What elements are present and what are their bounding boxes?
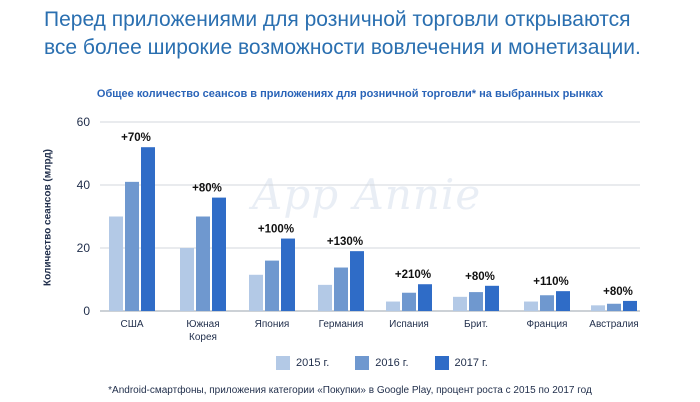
- legend-label-2017: 2017 г.: [454, 357, 488, 369]
- bar: [556, 291, 570, 311]
- x-tick-label: Австралия: [589, 319, 638, 330]
- bar: [109, 216, 123, 311]
- bar: [469, 292, 483, 311]
- bar: [418, 284, 432, 311]
- growth-label: +100%: [258, 224, 294, 236]
- x-tick-label: Корея: [189, 332, 217, 343]
- bar: [386, 301, 400, 311]
- legend: 2015 г. 2016 г. 2017 г.: [276, 356, 488, 370]
- legend-swatch-2017: [434, 356, 449, 370]
- x-tick-label: Южная: [186, 319, 219, 330]
- growth-label: +70%: [121, 132, 151, 144]
- x-tick-label: Испания: [389, 319, 429, 330]
- footnote: *Android-смартфоны, приложения категории…: [108, 385, 592, 396]
- bar: [318, 284, 332, 311]
- growth-label: +80%: [192, 183, 222, 195]
- bar: [281, 238, 295, 311]
- growth-label: +130%: [327, 236, 363, 248]
- legend-item-2017: 2017 г.: [434, 356, 488, 370]
- headline-line-1: Перед приложениями для розничной торговл…: [44, 8, 631, 31]
- watermark-logo: App Annie: [252, 170, 482, 219]
- bar: [180, 248, 194, 311]
- growth-label: +110%: [533, 276, 569, 288]
- growth-label: +80%: [603, 286, 633, 298]
- bar: [485, 285, 499, 311]
- legend-item-2016: 2016 г.: [355, 356, 409, 370]
- bar: [212, 197, 226, 311]
- bar: [334, 267, 348, 311]
- bar: [125, 181, 139, 311]
- bar: [453, 296, 467, 311]
- headline: Перед приложениями для розничной торговл…: [44, 6, 684, 62]
- legend-item-2015: 2015 г.: [276, 356, 329, 370]
- y-tick-label: 40: [77, 178, 91, 192]
- x-tick-label: Брит.: [464, 319, 488, 330]
- y-tick-label: 0: [83, 304, 90, 318]
- bar: [350, 251, 364, 311]
- growth-label: +80%: [465, 271, 495, 283]
- y-tick-label: 20: [77, 241, 91, 255]
- x-tick-label: США: [120, 319, 143, 330]
- bar: [591, 305, 605, 311]
- x-tick-label: Япония: [255, 319, 290, 330]
- bar: [524, 301, 538, 311]
- bar: [607, 303, 621, 311]
- headline-line-2: все более широкие возможности вовлечения…: [44, 36, 641, 59]
- bar: [249, 274, 263, 311]
- legend-label-2015: 2015 г.: [296, 357, 330, 369]
- x-tick-label: Франция: [527, 319, 568, 330]
- bar: [623, 300, 637, 311]
- bar: [265, 260, 279, 311]
- bar: [196, 216, 210, 311]
- bar: [402, 292, 416, 311]
- legend-swatch-2015: [276, 356, 290, 370]
- growth-label: +210%: [395, 269, 431, 281]
- legend-label-2016: 2016 г.: [375, 357, 409, 369]
- y-tick-label: 60: [77, 115, 91, 129]
- x-tick-label: Германия: [319, 319, 364, 330]
- bar: [540, 295, 554, 311]
- bar: [141, 147, 155, 311]
- chart-title: Общее количество сеансов в приложениях д…: [96, 88, 604, 100]
- legend-swatch-2016: [355, 356, 370, 370]
